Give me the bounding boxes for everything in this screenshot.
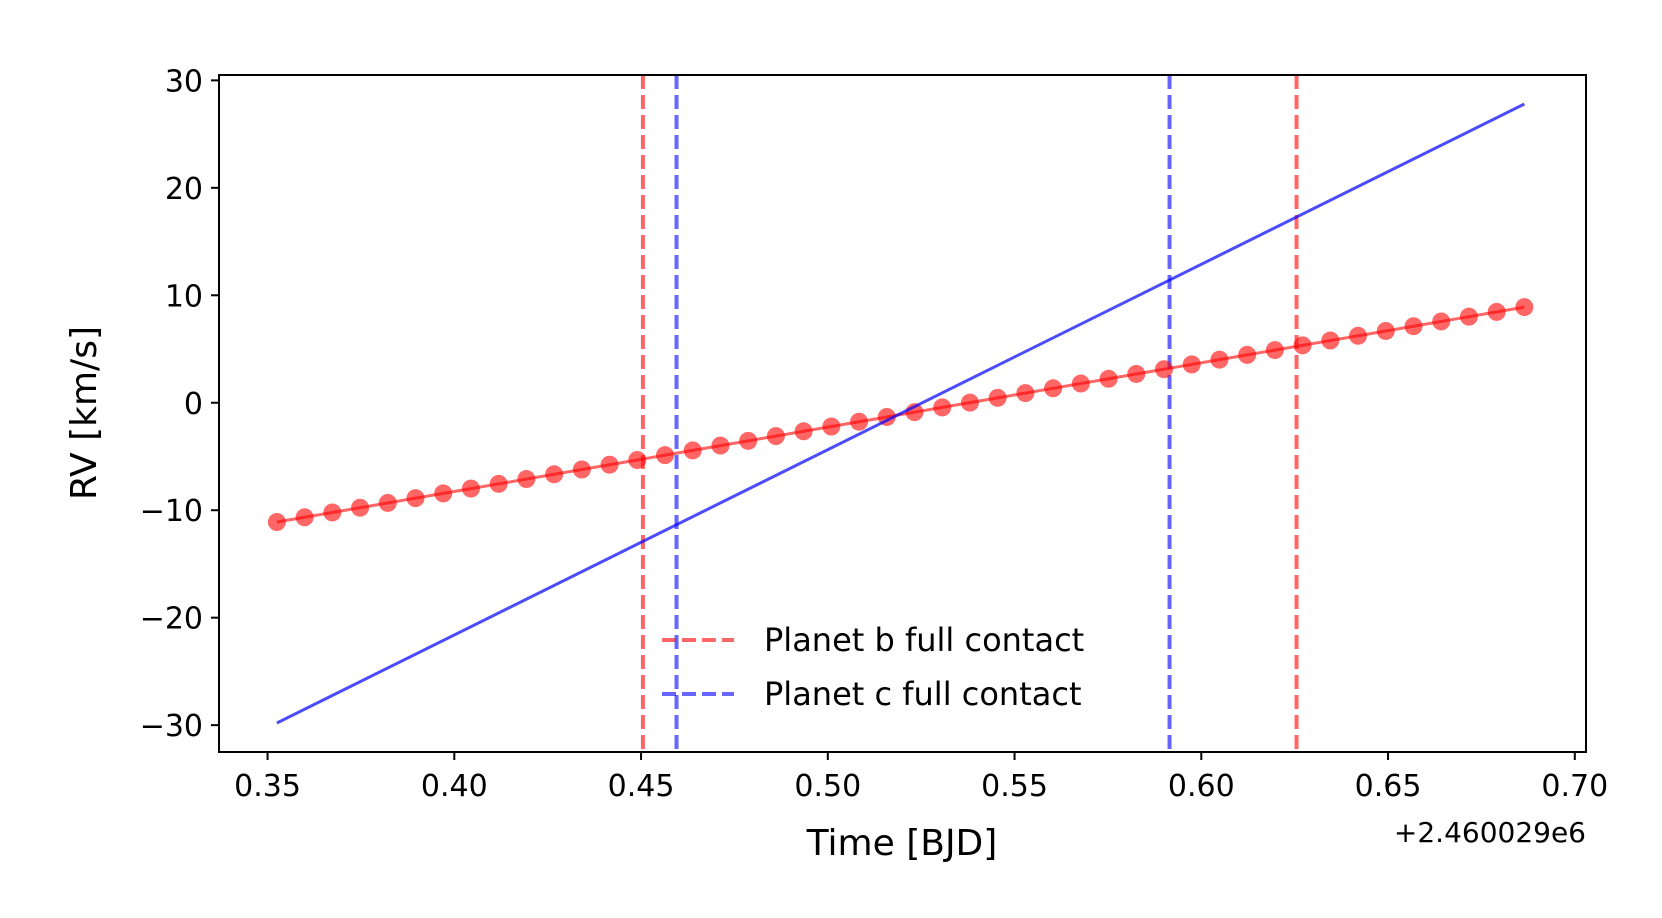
series-1-point-8	[461, 479, 480, 498]
series-layer	[267, 102, 1534, 725]
series-1-point-12	[572, 460, 591, 479]
series-1-point-42	[1404, 317, 1423, 336]
x-tick-label-7: 0.65	[1355, 769, 1422, 804]
series-1-point-29	[1044, 379, 1063, 398]
series-1-point-35	[1210, 350, 1229, 369]
x-axis: 0.35 0.40 0.45 0.50 0.55 0.60 0.65 0.70	[234, 752, 1608, 804]
x-tick-label-8: 0.70	[1541, 769, 1608, 804]
series-1-point-43	[1432, 312, 1451, 331]
x-tick-label-1: 0.35	[234, 769, 301, 804]
series-1-point-20	[794, 422, 813, 441]
series-1-point-46	[1515, 298, 1534, 317]
series-1-point-11	[545, 465, 564, 484]
series-1-point-38	[1293, 336, 1312, 355]
y-tick-label-4: 0	[184, 387, 203, 422]
y-axis-label: RV [km/s]	[64, 326, 105, 500]
y-tick-label-3: −10	[140, 494, 203, 529]
y-axis: −30 −20 −10 0 10 20 30	[140, 64, 219, 744]
series-1-point-18	[739, 431, 758, 450]
series-1-point-6	[406, 489, 425, 508]
series-1-point-21	[822, 417, 841, 436]
x-tick-label-2: 0.40	[421, 769, 488, 804]
series-1-point-40	[1349, 326, 1368, 345]
series-1-point-37	[1265, 341, 1284, 360]
series-1-point-9	[489, 474, 508, 493]
series-1-point-1	[267, 513, 286, 532]
series-1-point-7	[434, 484, 453, 503]
series-1-point-28	[1016, 384, 1035, 403]
series-1-point-13	[600, 455, 619, 474]
legend-label-1: Planet b full contact	[764, 621, 1084, 659]
vlines-layer	[640, 75, 1299, 752]
y-tick-label-1: −30	[140, 709, 203, 744]
legend: Planet b full contact Planet c full conta…	[662, 621, 1084, 713]
series-1-point-44	[1459, 307, 1478, 326]
series-1-point-39	[1321, 331, 1340, 350]
series-1-point-41	[1376, 321, 1395, 340]
series-1-point-34	[1182, 355, 1201, 374]
y-tick-label-6: 20	[165, 172, 203, 207]
series-1-point-15	[655, 446, 674, 465]
series-1-point-45	[1487, 302, 1506, 321]
x-tick-label-4: 0.50	[794, 769, 861, 804]
series-1-point-10	[517, 470, 536, 489]
series-1-point-16	[683, 441, 702, 460]
y-tick-label-7: 30	[165, 64, 203, 99]
series-1-point-14	[628, 450, 647, 469]
x-tick-label-6: 0.60	[1168, 769, 1235, 804]
series-1-point-26	[960, 393, 979, 412]
series-1-point-4	[351, 498, 370, 517]
legend-label-2: Planet c full contact	[764, 675, 1082, 713]
series-2-line	[276, 102, 1526, 725]
x-axis-label: Time [BJD]	[806, 823, 998, 864]
series-1-point-22	[850, 412, 869, 431]
x-axis-offset-label: +2.460029e6	[1394, 816, 1586, 849]
series-1-point-19	[766, 427, 785, 446]
series-1-point-2	[295, 508, 314, 527]
series-1-point-3	[323, 503, 342, 522]
x-tick-label-3: 0.45	[608, 769, 675, 804]
series-1-point-5	[378, 493, 397, 512]
series-1-point-17	[711, 436, 730, 455]
y-tick-label-2: −20	[140, 602, 203, 637]
series-1-point-25	[933, 398, 952, 417]
series-1-point-27	[988, 388, 1007, 407]
series-1-point-31	[1099, 369, 1118, 388]
series-1-point-33	[1154, 360, 1173, 379]
series-1-point-32	[1127, 364, 1146, 383]
series-1-point-36	[1238, 345, 1257, 364]
series-1-point-30	[1071, 374, 1090, 393]
plot-frame	[218, 74, 1587, 753]
y-tick-label-5: 10	[165, 279, 203, 314]
x-tick-label-5: 0.55	[981, 769, 1048, 804]
